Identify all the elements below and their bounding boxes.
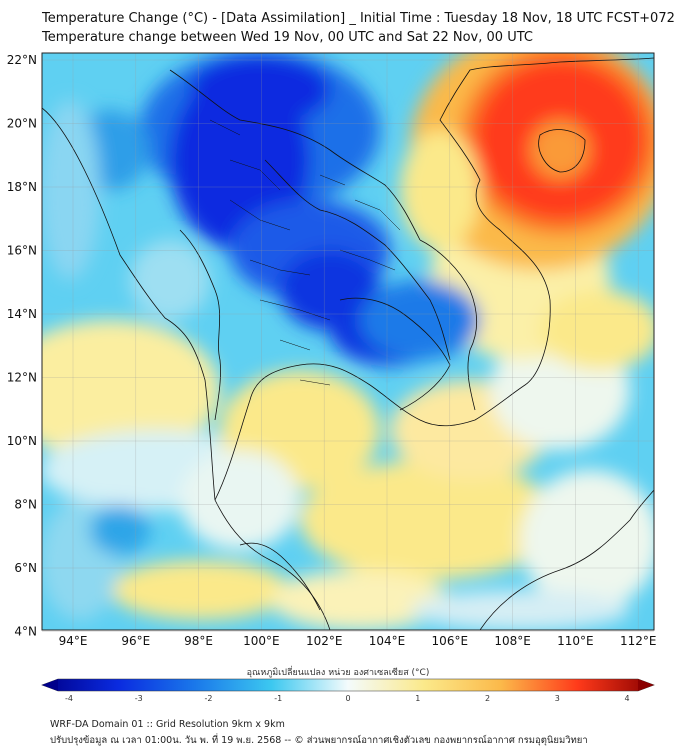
latitude-labels: 22°N 20°N 18°N 16°N 14°N 12°N 10°N 8°N 6°N 4°N bbox=[7, 53, 37, 639]
footer-model-info: WRF-DA Domain 01 :: Grid Resolution 9km … bbox=[50, 719, 285, 730]
lon-label: 100°E bbox=[243, 634, 280, 648]
border-malaysia bbox=[239, 542, 321, 611]
colorbar-tick-label: 3 bbox=[555, 694, 560, 703]
lon-label: 106°E bbox=[432, 634, 469, 648]
border-north bbox=[169, 69, 421, 241]
colorbar-tick-label: 0 bbox=[345, 694, 350, 703]
colorbar-extend-low bbox=[42, 679, 58, 691]
lat-label: 4°N bbox=[14, 625, 37, 639]
hainan-island bbox=[538, 129, 586, 173]
footer-credit: ปรับปรุงข้อมูล ณ เวลา 01:00น. วัน พ. ที่… bbox=[50, 735, 588, 746]
lat-label: 22°N bbox=[7, 53, 37, 67]
lat-label: 20°N bbox=[7, 117, 37, 131]
lat-label: 10°N bbox=[7, 434, 37, 448]
map-title: Temperature Change (°C) - [Data Assimila… bbox=[42, 11, 675, 26]
colorbar-tick-label: -4 bbox=[65, 694, 73, 703]
lat-label: 6°N bbox=[14, 561, 37, 575]
lat-label: 12°N bbox=[7, 371, 37, 385]
colorbar-tick-label: 1 bbox=[415, 694, 420, 703]
colorbar: -4 -3 -2 -1 0 1 2 3 4 bbox=[41, 678, 655, 703]
lon-label: 112°E bbox=[620, 634, 657, 648]
colorbar-label: อุณหภูมิเปลี่ยนแปลง หน่วย องศาเซลเซียส (… bbox=[246, 668, 430, 678]
province-lines bbox=[209, 119, 401, 386]
colorbar-tick-label: -2 bbox=[205, 694, 213, 703]
plot-frame bbox=[41, 52, 655, 631]
lon-label: 108°E bbox=[494, 634, 531, 648]
colorbar-ticks: -4 -3 -2 -1 0 1 2 3 4 bbox=[65, 694, 630, 703]
lon-label: 104°E bbox=[369, 634, 406, 648]
temperature-field bbox=[42, 53, 654, 630]
coastline-gulf bbox=[214, 57, 654, 501]
gridlines bbox=[42, 53, 654, 632]
lat-label: 18°N bbox=[7, 180, 37, 194]
colorbar-tick-label: -1 bbox=[274, 694, 282, 703]
lat-label: 16°N bbox=[7, 244, 37, 258]
lon-label: 110°E bbox=[557, 634, 594, 648]
colorbar-extend-high bbox=[638, 679, 654, 691]
colorbar-tick-label: -3 bbox=[135, 694, 143, 703]
lat-label: 8°N bbox=[14, 498, 37, 512]
lon-label: 98°E bbox=[184, 634, 213, 648]
lat-label: 14°N bbox=[7, 307, 37, 321]
colorbar-bar bbox=[41, 678, 655, 692]
border-laos-thailand bbox=[264, 159, 451, 361]
longitude-labels: 94°E 96°E 98°E 100°E 102°E 104°E 106°E 108°E 110… bbox=[59, 634, 657, 648]
lon-label: 94°E bbox=[59, 634, 88, 648]
map-subtitle: Temperature change between Wed 19 Nov, 0… bbox=[42, 30, 533, 45]
colorbar-tick-label: 4 bbox=[624, 694, 629, 703]
coastline-west bbox=[42, 107, 331, 630]
lon-label: 96°E bbox=[121, 634, 150, 648]
border-cambodia bbox=[339, 297, 451, 411]
lon-label: 102°E bbox=[306, 634, 343, 648]
colorbar-tick-label: 2 bbox=[485, 694, 490, 703]
